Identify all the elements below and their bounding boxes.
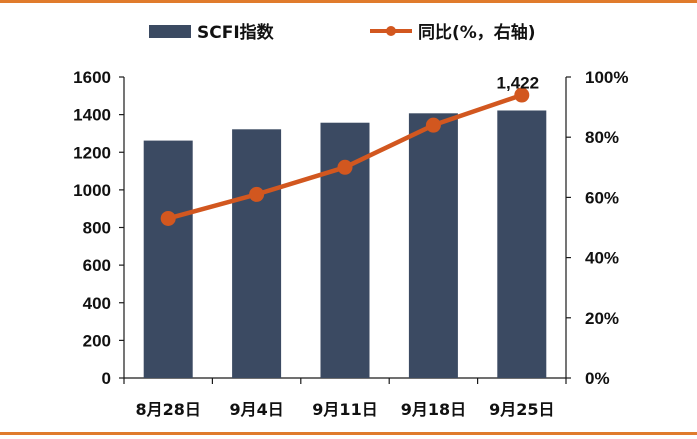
legend-line-label: 同比(%，右轴) [418, 22, 536, 43]
x-tick-label: 9月4日 [229, 400, 283, 419]
x-tick-label: 9月11日 [312, 400, 377, 419]
bar-value-label: 1,422 [497, 73, 540, 92]
x-tick-label: 9月25日 [489, 400, 554, 419]
x-tick-label: 9月18日 [401, 400, 466, 419]
annotations: 1,422 [497, 73, 540, 92]
right-tick-label: 100% [585, 68, 628, 87]
legend: SCFI指数 同比(%，右轴) [149, 22, 536, 43]
right-tick-label: 80% [585, 128, 619, 147]
left-tick-label: 600 [83, 256, 111, 275]
legend-line-marker [386, 26, 396, 36]
right-tick-label: 0% [585, 369, 610, 388]
axes: 0 200 400 600 800 1000 1200 1400 1600 0% 20% 40% 60%… [73, 68, 628, 419]
bar [497, 110, 547, 378]
line-series [160, 87, 530, 226]
left-tick-label: 800 [83, 219, 111, 238]
yoy-point [425, 117, 441, 133]
bottom-border-line [0, 432, 697, 435]
right-tick-label: 40% [585, 249, 619, 268]
left-tick-label: 0 [102, 369, 111, 388]
left-tick-label: 200 [83, 331, 111, 350]
right-tick-label: 60% [585, 188, 619, 207]
left-tick-label: 400 [83, 294, 111, 313]
yoy-point [160, 210, 176, 226]
top-border-line [0, 0, 697, 3]
legend-bar-swatch [149, 25, 191, 38]
x-tick-label: 8月28日 [135, 400, 200, 419]
bar-series [143, 110, 547, 378]
right-tick-label: 20% [585, 309, 619, 328]
left-tick-label: 1600 [73, 68, 111, 87]
bar [232, 129, 282, 378]
bar [408, 113, 458, 378]
bar [143, 140, 193, 378]
left-tick-label: 1000 [73, 181, 111, 200]
yoy-point [337, 159, 353, 175]
legend-bar-label: SCFI指数 [197, 22, 275, 43]
yoy-point [514, 87, 530, 103]
yoy-point [249, 186, 265, 202]
left-tick-label: 1200 [73, 143, 111, 162]
left-tick-label: 1400 [73, 106, 111, 125]
